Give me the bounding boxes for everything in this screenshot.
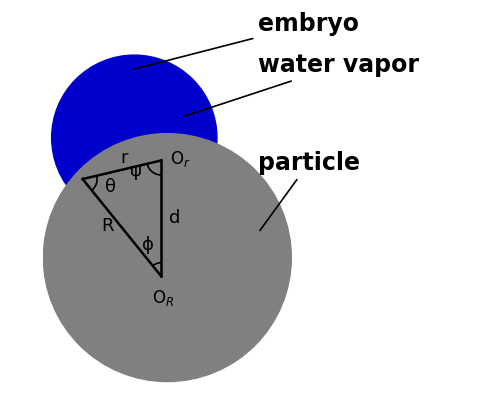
Text: ψ: ψ xyxy=(130,162,142,180)
Circle shape xyxy=(52,55,217,220)
Text: water vapor: water vapor xyxy=(184,53,420,116)
Text: d: d xyxy=(168,209,180,227)
Text: O$_r$: O$_r$ xyxy=(170,149,191,169)
Text: ϕ: ϕ xyxy=(142,235,154,254)
Text: particle: particle xyxy=(258,151,360,230)
Text: R: R xyxy=(101,217,114,235)
Text: O$_R$: O$_R$ xyxy=(152,288,174,308)
Text: embryo: embryo xyxy=(135,12,360,69)
Text: r: r xyxy=(120,149,128,167)
Circle shape xyxy=(44,134,292,381)
Text: θ: θ xyxy=(104,178,116,196)
